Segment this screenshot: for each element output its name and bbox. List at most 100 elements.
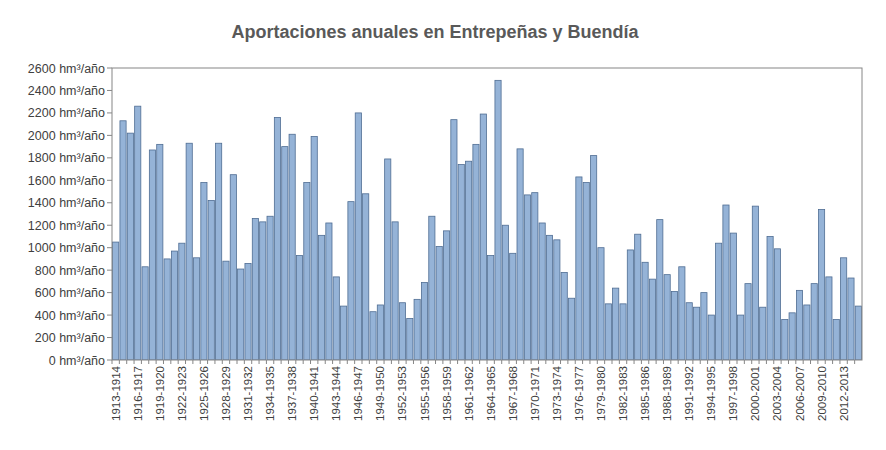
x-tick-label: 2006-2007 (794, 366, 806, 421)
x-tick-label: 1922-1923 (176, 366, 188, 421)
y-tick (107, 292, 112, 293)
bar (282, 147, 288, 360)
x-tick-label: 1973-1974 (551, 365, 563, 421)
x-tick (634, 360, 635, 364)
x-tick (810, 360, 811, 364)
x-tick (788, 360, 789, 364)
x-tick (229, 360, 230, 364)
bar (524, 195, 530, 360)
x-tick (406, 360, 407, 364)
x-tick (538, 360, 539, 364)
plot-frame (112, 68, 862, 360)
bar (679, 267, 685, 360)
x-tick (134, 360, 135, 364)
x-tick (303, 360, 304, 364)
bar (620, 304, 626, 360)
x-tick-label: 1961-1962 (463, 366, 475, 421)
x-tick (692, 360, 693, 364)
bar (767, 236, 773, 360)
bar (311, 137, 317, 360)
bar (274, 117, 280, 360)
y-tick-label: 800 hm³/año (35, 264, 105, 278)
x-tick (259, 360, 260, 364)
bar (164, 259, 170, 360)
x-tick-label: 1928-1929 (220, 366, 232, 421)
bar (510, 253, 516, 360)
bar (127, 133, 133, 360)
bar (407, 318, 413, 360)
bar (326, 223, 332, 360)
x-tick-label: 1997-1998 (727, 366, 739, 421)
x-tick-label: 1988-1989 (661, 366, 673, 421)
bar (414, 299, 420, 360)
bar (627, 250, 633, 360)
x-tick (119, 360, 120, 364)
bar (554, 240, 560, 360)
x-tick (567, 360, 568, 364)
bar (723, 205, 729, 360)
bar (304, 183, 310, 360)
bar (333, 277, 339, 360)
x-tick-label: 1970-1971 (529, 366, 541, 421)
bar (318, 235, 324, 360)
x-tick (376, 360, 377, 364)
x-tick (612, 360, 613, 364)
x-tick (413, 360, 414, 364)
x-tick (384, 360, 385, 364)
bar (730, 233, 736, 360)
y-tick-label: 1200 hm³/año (28, 219, 105, 233)
bar (429, 216, 435, 360)
x-tick-label: 1985-1986 (639, 366, 651, 421)
x-tick (420, 360, 421, 364)
x-tick-label: 2000-2001 (749, 366, 761, 421)
x-tick (214, 360, 215, 364)
x-tick (163, 360, 164, 364)
bar (260, 222, 266, 360)
y-tick-label: 2200 hm³/año (28, 106, 105, 120)
bar (576, 177, 582, 360)
bar (208, 201, 214, 360)
x-tick (744, 360, 745, 364)
x-tick (398, 360, 399, 364)
bar (591, 156, 597, 360)
bar (216, 143, 222, 360)
x-tick (273, 360, 274, 364)
x-tick (648, 360, 649, 364)
x-tick (700, 360, 701, 364)
x-tick (847, 360, 848, 364)
bar (385, 159, 391, 360)
y-tick (107, 202, 112, 203)
bar (701, 293, 707, 360)
bar (201, 183, 207, 360)
x-tick (553, 360, 554, 364)
x-tick (832, 360, 833, 364)
bar (120, 121, 126, 360)
y-tick-label: 200 hm³/año (35, 331, 105, 345)
y-tick-label: 0 hm³/año (49, 354, 105, 368)
x-tick (509, 360, 510, 364)
bar (833, 320, 839, 360)
bars (113, 80, 862, 360)
x-tick-label: 1937-1938 (286, 366, 298, 421)
y-tick-label: 600 hm³/año (35, 286, 105, 300)
bar (341, 306, 347, 360)
x-tick (781, 360, 782, 364)
x-tick (339, 360, 340, 364)
x-tick (450, 360, 451, 364)
x-tick (222, 360, 223, 364)
x-tick (237, 360, 238, 364)
y-tick-label: 2000 hm³/año (28, 129, 105, 143)
x-tick (751, 360, 752, 364)
bar (421, 283, 427, 360)
bar (171, 251, 177, 360)
bar (804, 305, 810, 360)
bar (693, 307, 699, 360)
x-tick (839, 360, 840, 364)
x-tick-label: 1946-1947 (352, 366, 364, 421)
x-tick (435, 360, 436, 364)
x-tick (185, 360, 186, 364)
bar (157, 144, 163, 360)
x-tick-label: 1991-1992 (683, 366, 695, 421)
x-tick (442, 360, 443, 364)
bar (443, 231, 449, 360)
